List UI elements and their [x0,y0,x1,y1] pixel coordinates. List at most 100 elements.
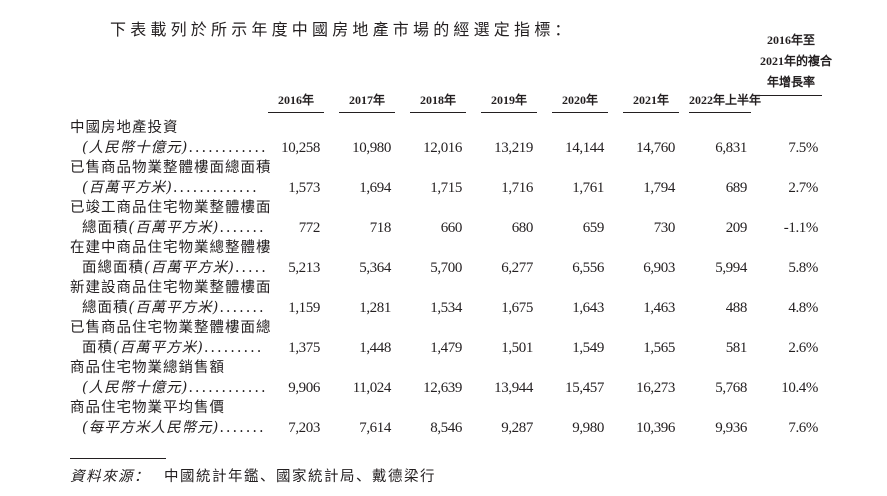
table-cell: 15,457 [565,380,604,396]
intro-text: 下表載列於所示年度中國房地產市場的經選定指標： [110,20,575,39]
table-cell: 5,994 [715,260,747,276]
row-unit: (百萬平方米) [113,340,204,356]
row-label-continued: 面積(百萬平方米)......... [82,338,263,358]
table-cell: 6,903 [643,260,675,276]
column-header: 2016年 [268,90,324,113]
row-label-continued: 面總面積(百萬平方米)..... [82,258,268,278]
row-label: 商品住宅物業平均售價 [70,400,225,416]
column-header: 2021年 [623,90,679,113]
leader-dots: ............ [188,140,268,156]
cagr-header-line: 2016年至 [766,33,815,47]
row-label-continued: (人民幣十億元)............ [82,138,268,158]
cagr-value: 4.8% [788,300,818,316]
table-row: 已售商品住宅物業整體樓面總 面積(百萬平方米)......... 1,375 1,4… [0,318,887,358]
table-cell: 10,396 [636,420,675,436]
table-cell: 13,219 [494,140,533,156]
source-note: 資料來源： 中國統計年鑑、國家統計局、戴德梁行 [70,465,436,486]
row-unit: (每平方米人民幣元) [82,420,220,436]
row-unit: (百萬平方米) [128,300,220,316]
row-label-cont: 面總面積 [82,260,144,276]
table-cell: 209 [725,220,748,236]
table-cell: 8,546 [430,420,462,436]
table-cell: 5,700 [430,260,462,276]
table-cell: 1,794 [643,180,675,196]
table-cell: 772 [298,220,321,236]
table-cell: 1,715 [430,180,462,196]
footnote-divider [70,458,166,459]
table-cell: 1,694 [359,180,391,196]
source-text: 中國統計年鑑、國家統計局、戴德梁行 [164,469,436,485]
leader-dots: ....... [219,300,266,316]
column-header: 2019年 [481,90,537,113]
leader-dots: ............ [188,380,268,396]
table-cell: 689 [725,180,748,196]
table-cell: 11,024 [352,380,392,396]
column-header: 2017年 [339,90,395,113]
cagr-header: 2016年至 2021年的複合 年增長率 [760,30,833,96]
table-cell: 1,716 [501,180,533,196]
table-cell: 6,831 [715,140,747,156]
row-label-continued: (每平方米人民幣元)....... [82,418,266,438]
table-cell: 13,944 [494,380,533,396]
table-cell: 581 [725,340,748,356]
table-cell: 1,448 [359,340,391,356]
table-cell: 16,273 [636,380,675,396]
table-cell: 6,277 [501,260,533,276]
source-label: 資料來源： [70,469,150,485]
table-cell: 7,614 [359,420,391,436]
table-cell: 12,639 [423,380,462,396]
table-cell: 14,760 [636,140,675,156]
table-cell: 680 [511,220,534,236]
table-cell: 1,761 [572,180,604,196]
table-cell: 14,144 [565,140,604,156]
table-cell: 660 [440,220,463,236]
row-label: 已售商品物業整體樓面總面積 [70,160,272,176]
table-cell: 7,203 [288,420,320,436]
table-cell: 9,936 [715,420,747,436]
column-header: 2020年 [552,90,608,113]
row-unit: (百萬平方米) [128,220,220,236]
table-cell: 1,281 [359,300,391,316]
row-label: 商品住宅物業總銷售額 [70,360,225,376]
table-cell: 1,479 [430,340,462,356]
table-cell: 730 [653,220,676,236]
table-cell: 1,375 [288,340,320,356]
row-label-continued: 總面積(百萬平方米)....... [82,298,266,318]
table-cell: 10,980 [352,140,391,156]
cagr-header-line: 2021年的複合 [760,54,833,68]
row-label: 在建中商品住宅物業總整體樓 [70,240,272,256]
table-row: 在建中商品住宅物業總整體樓 面總面積(百萬平方米)..... 5,213 5,364… [0,238,887,278]
row-label: 新建設商品住宅物業整體樓面 [70,280,272,296]
cagr-value: 10.4% [781,380,818,396]
table-cell: 9,906 [288,380,320,396]
cagr-value: 7.6% [788,420,818,436]
cagr-value: -1.1% [783,220,819,236]
table-cell: 5,364 [359,260,391,276]
table-cell: 1,549 [572,340,604,356]
row-label-cont: 面積 [82,340,113,356]
table-cell: 659 [582,220,605,236]
table-cell: 1,534 [430,300,462,316]
table-cell: 10,258 [281,140,320,156]
table-cell: 1,675 [501,300,533,316]
leader-dots: ..... [234,260,268,276]
leader-dots: ....... [219,220,266,236]
cagr-value: 2.7% [788,180,818,196]
table-cell: 12,016 [423,140,462,156]
table-cell: 5,768 [715,380,747,396]
row-unit: (百萬平方米) [144,260,235,276]
table-row: 商品住宅物業平均售價 (每平方米人民幣元)....... 7,203 7,614 8,… [0,398,887,438]
row-unit: (人民幣十億元) [82,380,189,396]
table-row: 商品住宅物業總銷售額 (人民幣十億元)............ 9,906 11,0… [0,358,887,398]
leader-dots: ............. [172,180,259,196]
table-cell: 1,643 [572,300,604,316]
row-label-cont: 總面積 [82,220,129,236]
row-unit: (人民幣十億元) [82,140,189,156]
table-row: 已售商品物業整體樓面總面積 (百萬平方米)............. 1,573 1… [0,158,887,198]
table-cell: 1,573 [288,180,320,196]
table-row: 已竣工商品住宅物業整體樓面 總面積(百萬平方米)....... 772 718 660… [0,198,887,238]
leader-dots: ......... [203,340,264,356]
table-cell: 9,287 [501,420,533,436]
table-cell: 5,213 [288,260,320,276]
table-cell: 488 [725,300,748,316]
